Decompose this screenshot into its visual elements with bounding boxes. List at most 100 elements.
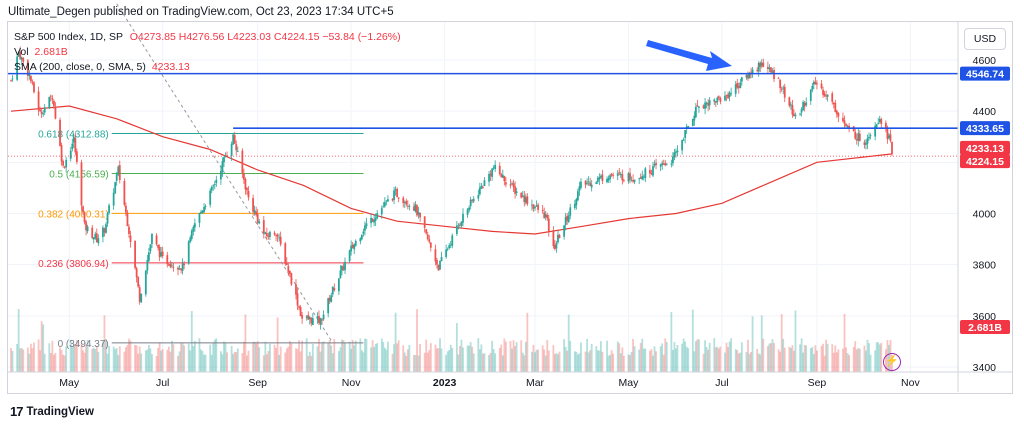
volume-bar <box>284 352 287 372</box>
volume-bar <box>584 351 587 372</box>
volume-bar <box>740 342 743 372</box>
volume-bar <box>118 346 121 372</box>
candle-body <box>811 85 814 90</box>
candle-body <box>812 81 815 85</box>
volume-bar <box>295 348 297 372</box>
candle-body <box>137 276 140 287</box>
volume-bar <box>575 351 578 372</box>
volume-bar <box>331 353 334 372</box>
candle-body <box>258 221 261 224</box>
candle-body <box>201 210 204 213</box>
volume-bar <box>221 354 224 372</box>
candle-body <box>698 106 700 108</box>
volume-bar <box>498 347 501 372</box>
candle-body <box>541 209 544 211</box>
volume-bar <box>288 341 291 372</box>
volume-bar <box>167 346 170 372</box>
candle-body <box>509 184 512 186</box>
volume-bar <box>762 338 765 372</box>
candle-body <box>86 226 89 232</box>
legend-symbol: S&P 500 Index, 1D, SP <box>14 31 123 43</box>
candle-body <box>112 192 115 206</box>
currency-button[interactable]: USD <box>964 28 1006 50</box>
volume-bar <box>105 339 107 372</box>
candle-body <box>429 242 432 248</box>
volume-bar <box>383 347 386 372</box>
x-tick-label: Nov <box>901 377 920 389</box>
candle-body <box>221 161 224 172</box>
candle-body <box>737 86 740 88</box>
candle-body <box>209 190 212 205</box>
volume-bar <box>157 348 159 372</box>
volume-bar <box>48 343 51 372</box>
volume-bar <box>665 342 668 372</box>
candle-body <box>373 219 376 223</box>
candle-body <box>888 135 890 139</box>
candle-body <box>878 118 881 122</box>
candle-body <box>241 150 244 173</box>
volume-bar <box>469 342 472 372</box>
volume-bar <box>468 345 471 372</box>
volume-bar <box>241 352 244 372</box>
candle-body <box>512 183 515 188</box>
volume-bar <box>814 345 817 372</box>
x-tick-label: May <box>619 377 640 389</box>
volume-bar <box>391 353 394 372</box>
candle-body <box>83 212 86 223</box>
candle-body <box>832 102 835 104</box>
candle-body <box>144 270 147 295</box>
volume-bar <box>125 347 127 372</box>
candle-body <box>321 319 323 321</box>
volume-bar <box>128 338 130 372</box>
candle-body <box>566 215 569 221</box>
volume-bar <box>327 342 330 372</box>
volume-bar <box>863 345 866 372</box>
candle-body <box>857 133 860 141</box>
volume-bar <box>376 343 379 372</box>
volume-bar <box>114 349 117 372</box>
volume-bar <box>462 347 464 372</box>
lightning-icon[interactable]: ⚡ <box>883 353 901 371</box>
candle-body <box>877 123 880 124</box>
candle-body <box>791 105 794 115</box>
candle-body <box>235 144 238 151</box>
volume-bar <box>488 354 490 372</box>
volume-bar <box>235 352 238 372</box>
volume-bar <box>494 353 497 372</box>
candle-body <box>757 63 760 72</box>
candle-body <box>290 273 293 285</box>
volume-bar <box>287 346 290 372</box>
candle-body <box>385 200 388 202</box>
candle-body <box>140 293 143 303</box>
volume-bar <box>566 350 569 372</box>
volume-bar <box>682 338 685 372</box>
volume-bar <box>874 350 877 372</box>
candle-body <box>459 224 461 226</box>
candle-body <box>74 138 77 153</box>
volume-bar <box>875 342 878 372</box>
volume-bar <box>102 341 104 372</box>
volume-bar <box>805 345 808 372</box>
footer-brand[interactable]: 17 TradingView <box>10 404 94 419</box>
volume-bar <box>160 350 163 372</box>
candle-body <box>675 151 677 153</box>
volume-bar <box>53 354 55 372</box>
candle-body <box>687 126 690 128</box>
volume-bar <box>328 339 331 372</box>
candle-body <box>49 95 52 97</box>
candle-body <box>115 174 118 181</box>
candle-body <box>161 251 164 257</box>
volume-bar <box>727 347 729 372</box>
volume-bar <box>685 346 688 372</box>
candle-body <box>210 186 213 191</box>
candle-body <box>520 192 523 198</box>
candle-body <box>653 164 656 166</box>
volume-bar <box>200 349 202 372</box>
volume-bar <box>446 351 449 372</box>
volume-bar <box>203 354 205 372</box>
candle-body <box>246 188 248 191</box>
candle-body <box>704 102 706 109</box>
candle-body <box>532 204 535 209</box>
candle-body <box>316 316 319 319</box>
